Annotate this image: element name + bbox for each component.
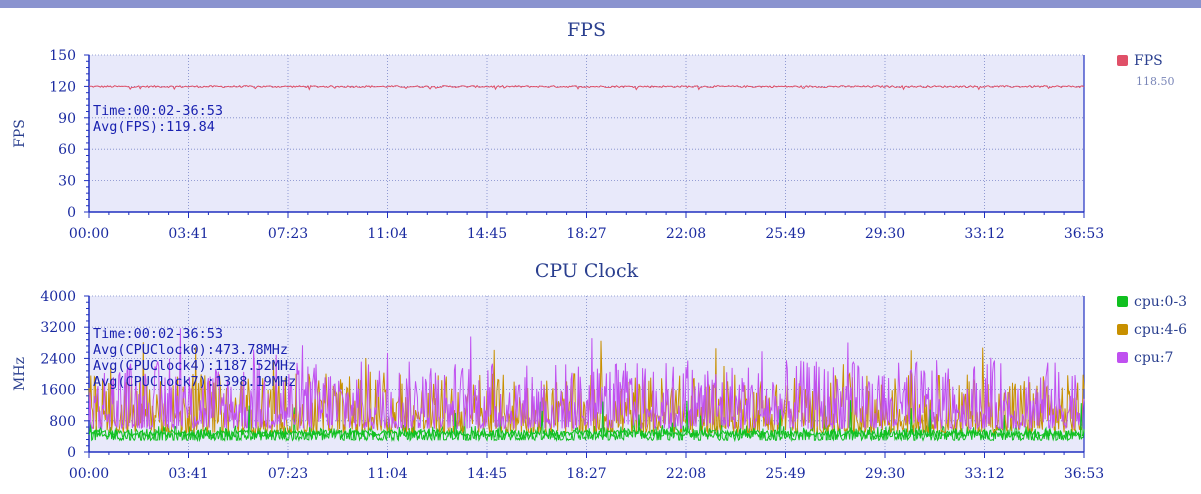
x-tick-label: 07:23	[268, 226, 308, 242]
y-tick-label: 0	[67, 205, 76, 221]
x-tick-label: 29:30	[865, 226, 905, 242]
annotation-text: Avg(FPS):119.84	[93, 119, 215, 135]
x-tick-label: 36:53	[1064, 466, 1104, 482]
top-accent-bar	[0, 0, 1201, 8]
x-tick-label: 00:00	[69, 226, 109, 242]
annotation-text: Time:00:02-36:53	[93, 103, 223, 119]
x-tick-label: 14:45	[467, 226, 507, 242]
y-tick-label: 1600	[40, 383, 76, 399]
x-tick-label: 33:12	[964, 466, 1004, 482]
legend-swatch[interactable]	[1117, 324, 1128, 335]
annotation-text: Avg(CPUClock0):473.78MHz	[93, 342, 288, 358]
y-axis-label: MHz	[12, 357, 28, 391]
x-tick-label: 33:12	[964, 226, 1004, 242]
y-tick-label: 90	[58, 111, 76, 127]
legend-swatch[interactable]	[1117, 55, 1128, 66]
series-line-cpu-4-6	[88, 340, 1085, 435]
y-tick-label: 4000	[40, 289, 76, 305]
x-tick-label: 25:49	[765, 466, 805, 482]
y-tick-label: 150	[49, 48, 76, 64]
y-axis-label: FPS	[12, 119, 28, 148]
x-tick-label: 03:41	[168, 226, 208, 242]
legend-label: cpu:4-6	[1134, 322, 1187, 338]
chart-title: CPU Clock	[535, 260, 639, 282]
y-tick-label: 2400	[40, 351, 76, 367]
chart-title: FPS	[567, 19, 606, 41]
series-line-cpu-7	[88, 328, 1085, 430]
x-tick-label: 00:00	[69, 466, 109, 482]
x-tick-label: 11:04	[367, 226, 407, 242]
series-line-FPS	[89, 84, 1085, 91]
y-tick-label: 30	[58, 174, 76, 190]
y-tick-label: 3200	[40, 320, 76, 336]
x-tick-label: 07:23	[268, 466, 308, 482]
x-tick-label: 18:27	[566, 466, 606, 482]
x-tick-label: 25:49	[765, 226, 805, 242]
x-tick-label: 22:08	[666, 226, 706, 242]
legend-label: cpu:0-3	[1134, 294, 1187, 310]
annotation-text: Avg(CPUClock7):1398.19MHz	[93, 374, 296, 390]
legend-value: 118.50	[1136, 75, 1175, 88]
x-tick-label: 22:08	[666, 466, 706, 482]
y-tick-label: 120	[49, 79, 76, 95]
annotation-text: Time:00:02-36:53	[93, 326, 223, 342]
x-tick-label: 11:04	[367, 466, 407, 482]
series-line-cpu-0-3-overlay	[88, 400, 1085, 439]
legend-label: cpu:7	[1134, 350, 1173, 366]
x-tick-label: 18:27	[566, 226, 606, 242]
legend-swatch[interactable]	[1117, 296, 1128, 307]
x-tick-label: 29:30	[865, 466, 905, 482]
annotation-text: Avg(CPUClock4):1187.52MHz	[93, 358, 296, 374]
legend-swatch[interactable]	[1117, 352, 1128, 363]
y-tick-label: 800	[49, 414, 76, 430]
fps-chart: FPS FPS 0 30 60 90 120 150 00:00 03:41 07:23 11:04 1…	[12, 19, 1175, 242]
x-tick-label: 03:41	[168, 466, 208, 482]
y-tick-label: 0	[67, 445, 76, 461]
y-tick-label: 60	[58, 142, 76, 158]
x-tick-label: 36:53	[1064, 226, 1104, 242]
cpu-clock-chart: CPU Clock MHz 0 800 1600 2400 3200 4000 00:00 03:…	[12, 260, 1187, 482]
legend-label: FPS	[1134, 53, 1163, 69]
x-tick-label: 14:45	[467, 466, 507, 482]
